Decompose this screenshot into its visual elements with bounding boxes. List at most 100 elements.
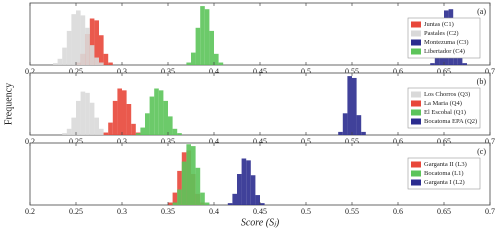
histogram-bar [191,52,196,65]
histogram-bar [204,202,210,205]
histogram-bar [352,77,357,135]
histogram-bar [66,128,72,135]
histogram-bar [89,45,95,65]
histogram-bar [347,76,352,135]
x-tick-label: 0.4 [209,137,219,146]
x-tick-label: 0.25 [69,207,83,216]
histogram-bar [140,127,145,135]
histogram-bar [99,62,104,65]
legend-label: Bocatoma EPA (Q2) [424,118,477,125]
histogram-bar [186,62,191,65]
legend-swatch [411,30,421,37]
histogram-bar [62,133,67,135]
histogram-bar [200,192,205,205]
x-tick-label: 0.55 [345,137,359,146]
histogram-bar [172,128,178,135]
histogram-bar [191,146,196,205]
histogram-bar [177,170,182,205]
histogram-bar [168,116,173,135]
histogram-bar [66,30,72,65]
histogram-bar [457,55,463,65]
x-tick-label: 0.7 [485,207,495,216]
legend-swatch [411,161,421,168]
x-tick-label: 0.35 [161,207,175,216]
x-tick-label: 0.25 [69,67,83,76]
histogram-bar [53,63,58,65]
histogram-bar [338,131,343,135]
y-axis-label: Frequency [3,83,14,125]
legend-label: Pastales (C2) [424,30,458,37]
histogram-bar [356,115,362,135]
legend-label: Los Chorros (Q3) [424,91,470,98]
histogram-bar [112,100,118,135]
legend-swatch [411,21,421,28]
legend-swatch [411,100,421,107]
x-tick-label: 0.35 [161,67,175,76]
histogram-bar [361,131,366,135]
chart: 0.2 0.25 0.3 0.35 0.4 0.45 0.5 0.55 0.6 0.65 0.7 (a… [3,2,495,228]
x-tick-label: 0.25 [69,137,83,146]
histogram-bar [71,14,76,65]
histogram-bar [260,203,265,205]
x-tick-label: 0.2 [25,137,35,146]
histogram-bar [177,133,182,135]
histogram-bar [434,55,440,65]
histogram-bar [195,27,201,65]
histogram-bar [62,47,67,65]
histogram-bar [177,189,182,205]
x-tick-label: 0.3 [117,137,127,146]
histogram-bar [103,132,109,135]
histogram-bar [108,122,113,135]
histogram-bar [462,63,467,65]
histogram-bar [154,88,159,135]
x-tick-label: 0.5 [301,207,311,216]
histogram-bar [145,113,150,135]
histogram-bar [71,117,76,135]
histogram-bar [85,27,90,65]
x-tick-label: 0.55 [345,67,359,76]
x-tick-label: 0.5 [301,137,311,146]
x-tick-label: 0.3 [117,207,127,216]
histogram-bar [250,175,256,205]
histogram-bar [241,158,247,205]
x-tick-label: 0.4 [209,207,219,216]
histogram-bar [204,9,210,65]
histogram-bar [99,128,104,135]
histogram-bar [122,90,127,135]
x-tick-label: 0.45 [253,137,267,146]
histogram-bar [181,161,187,205]
histogram-bar [237,174,242,205]
x-tick-label: 0.6 [393,67,403,76]
x-tick-label: 0.55 [345,207,359,216]
x-tick-label: 0.3 [117,67,127,76]
legend-label: Garganta I (L2) [424,179,465,186]
histogram-bar [80,91,86,135]
histogram-bar [89,18,95,65]
legend-label: El Escobal (Q1) [424,109,466,116]
histogram-bar [255,195,260,205]
histogram-bar [195,167,201,205]
legend-label: Juntas (C1) [424,21,454,28]
histogram-bar [108,62,113,65]
histogram-bar [117,88,122,135]
histogram-bar [76,100,81,135]
legend-swatch [411,48,421,55]
x-tick-label: 0.4 [209,67,219,76]
histogram-bar [200,6,205,66]
histogram-bar [149,96,155,135]
panel-label: (c) [477,147,486,156]
histogram-bar [158,90,164,135]
legend-label: Montezuma (C3) [424,39,469,46]
histogram-bar [246,160,251,205]
histogram-bar [135,133,141,135]
x-tick-label: 0.2 [25,207,35,216]
x-tick-label: 0.35 [161,137,175,146]
histogram-bar [227,203,233,205]
histogram-bar [218,62,224,65]
x-tick-label: 0.7 [485,137,495,146]
histogram-bar [89,102,95,135]
histogram-bar [126,104,132,135]
x-tick-label: 0.6 [393,137,403,146]
legend-label: Garganta II (L3) [424,161,467,168]
histogram-bar [85,92,90,135]
